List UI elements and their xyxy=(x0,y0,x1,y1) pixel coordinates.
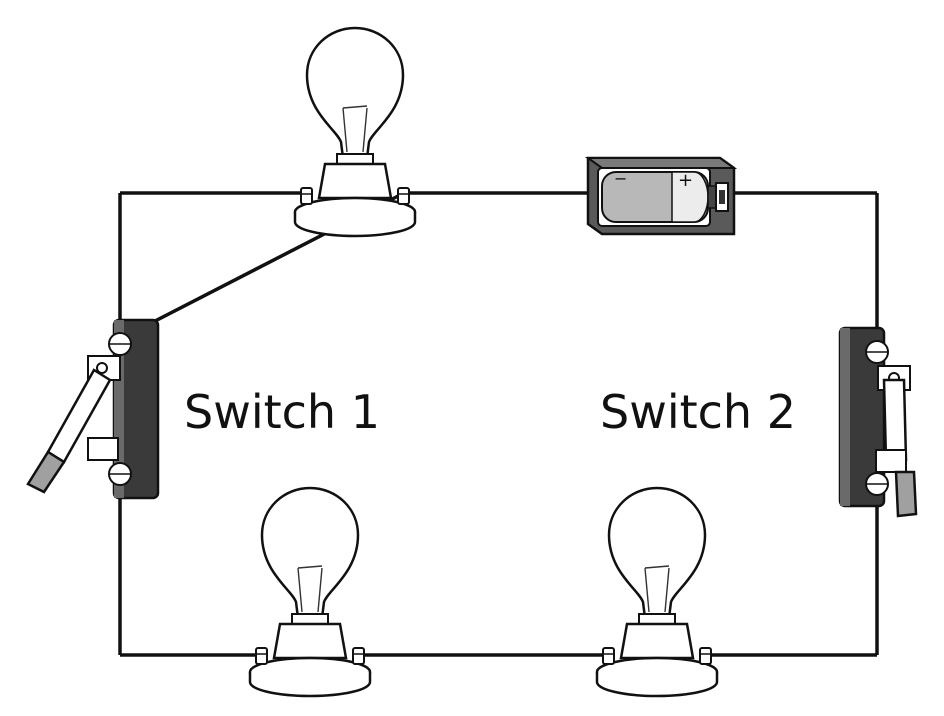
switch-2-label: Switch 2 xyxy=(600,385,796,439)
switch-2[interactable] xyxy=(838,326,918,518)
battery-negative-label: − xyxy=(614,169,627,188)
bulb-bottom-left xyxy=(248,486,372,698)
switch-1[interactable] xyxy=(26,318,160,500)
switch-2-lever[interactable] xyxy=(882,378,908,462)
switch-1-label: Switch 1 xyxy=(184,385,380,439)
bulb-top xyxy=(293,26,417,238)
battery: − + xyxy=(584,156,738,236)
battery-positive-label: + xyxy=(678,170,693,191)
bulb-bottom-right xyxy=(595,486,719,698)
